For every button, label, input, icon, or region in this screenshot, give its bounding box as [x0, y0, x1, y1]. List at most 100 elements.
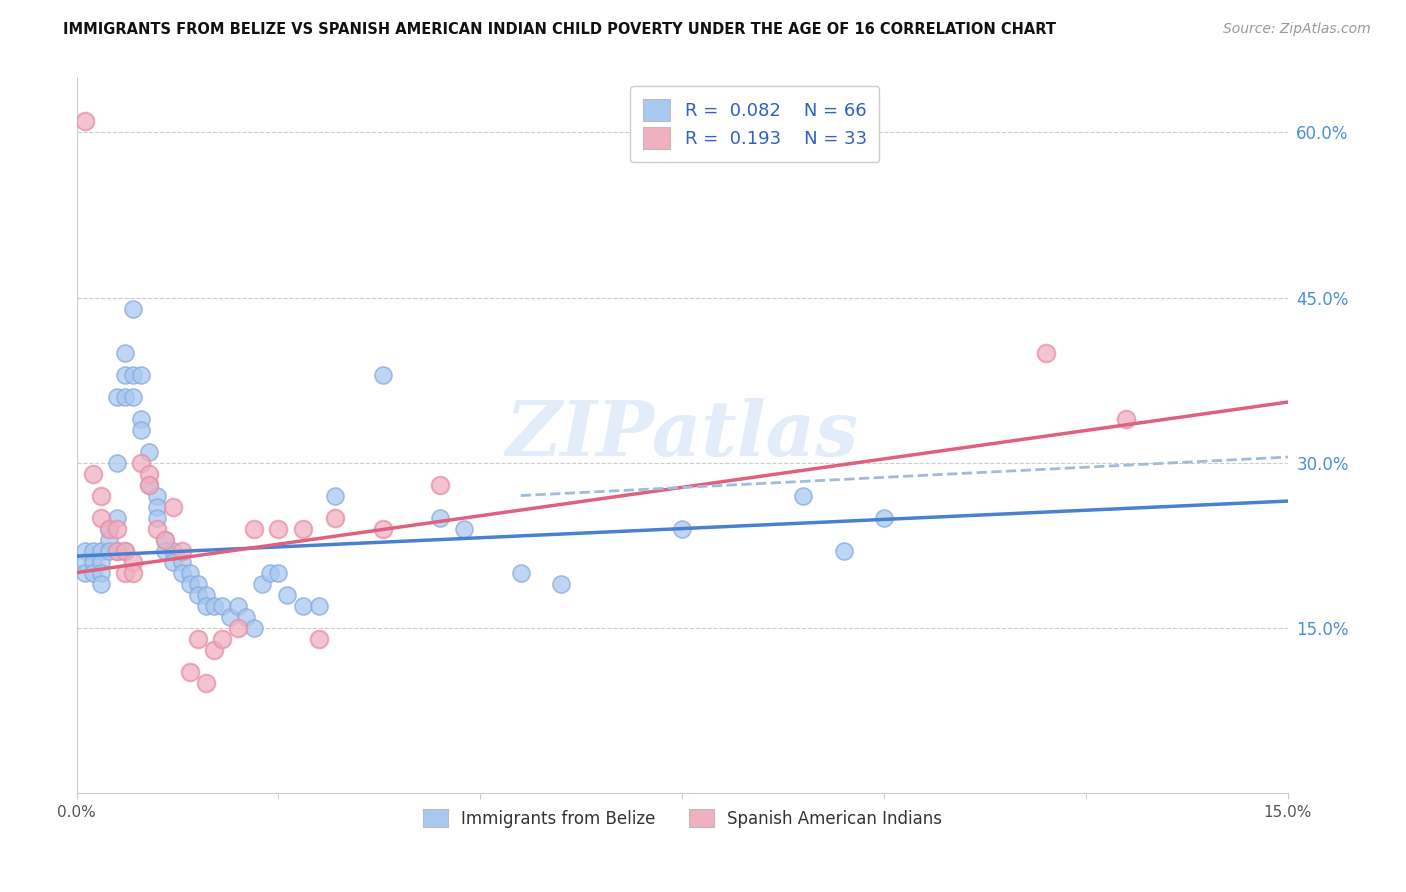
- Point: [129, 456, 152, 470]
- Point: [267, 522, 290, 536]
- Point: [90, 576, 112, 591]
- Point: [138, 444, 160, 458]
- Point: [105, 543, 128, 558]
- Point: [170, 566, 193, 580]
- Point: [170, 555, 193, 569]
- Point: [187, 588, 209, 602]
- Point: [226, 599, 249, 613]
- Point: [179, 576, 201, 591]
- Point: [211, 632, 233, 646]
- Legend: Immigrants from Belize, Spanish American Indians: Immigrants from Belize, Spanish American…: [416, 803, 949, 834]
- Point: [82, 467, 104, 481]
- Point: [105, 522, 128, 536]
- Point: [155, 533, 177, 547]
- Point: [90, 555, 112, 569]
- Point: [146, 522, 169, 536]
- Point: [122, 301, 145, 316]
- Point: [162, 555, 184, 569]
- Point: [373, 522, 395, 536]
- Point: [226, 621, 249, 635]
- Point: [291, 522, 314, 536]
- Point: [202, 642, 225, 657]
- Point: [122, 555, 145, 569]
- Point: [550, 576, 572, 591]
- Point: [122, 368, 145, 382]
- Point: [138, 477, 160, 491]
- Point: [114, 543, 136, 558]
- Point: [138, 467, 160, 481]
- Point: [373, 368, 395, 382]
- Point: [194, 675, 217, 690]
- Point: [308, 632, 330, 646]
- Point: [873, 510, 896, 524]
- Point: [82, 543, 104, 558]
- Point: [97, 522, 120, 536]
- Point: [114, 368, 136, 382]
- Point: [105, 510, 128, 524]
- Point: [146, 510, 169, 524]
- Point: [129, 411, 152, 425]
- Point: [114, 390, 136, 404]
- Point: [73, 566, 96, 580]
- Point: [243, 621, 266, 635]
- Point: [252, 576, 274, 591]
- Point: [97, 543, 120, 558]
- Point: [105, 390, 128, 404]
- Point: [129, 368, 152, 382]
- Point: [170, 543, 193, 558]
- Text: ZIPatlas: ZIPatlas: [506, 398, 859, 472]
- Point: [155, 533, 177, 547]
- Point: [73, 114, 96, 128]
- Point: [129, 423, 152, 437]
- Point: [267, 566, 290, 580]
- Point: [90, 489, 112, 503]
- Point: [90, 566, 112, 580]
- Point: [90, 510, 112, 524]
- Point: [235, 609, 257, 624]
- Point: [453, 522, 475, 536]
- Point: [97, 533, 120, 547]
- Point: [162, 543, 184, 558]
- Point: [90, 543, 112, 558]
- Point: [219, 609, 242, 624]
- Point: [114, 543, 136, 558]
- Point: [832, 543, 855, 558]
- Point: [105, 543, 128, 558]
- Point: [308, 599, 330, 613]
- Point: [146, 500, 169, 514]
- Point: [671, 522, 693, 536]
- Point: [138, 477, 160, 491]
- Point: [114, 566, 136, 580]
- Point: [73, 543, 96, 558]
- Point: [323, 510, 346, 524]
- Point: [211, 599, 233, 613]
- Point: [179, 566, 201, 580]
- Point: [323, 489, 346, 503]
- Point: [122, 566, 145, 580]
- Point: [202, 599, 225, 613]
- Point: [122, 390, 145, 404]
- Point: [194, 599, 217, 613]
- Point: [187, 632, 209, 646]
- Point: [82, 555, 104, 569]
- Point: [291, 599, 314, 613]
- Point: [243, 522, 266, 536]
- Point: [429, 477, 451, 491]
- Point: [114, 345, 136, 359]
- Point: [179, 665, 201, 679]
- Point: [792, 489, 814, 503]
- Point: [97, 522, 120, 536]
- Point: [259, 566, 281, 580]
- Point: [1035, 345, 1057, 359]
- Point: [105, 456, 128, 470]
- Point: [155, 543, 177, 558]
- Text: IMMIGRANTS FROM BELIZE VS SPANISH AMERICAN INDIAN CHILD POVERTY UNDER THE AGE OF: IMMIGRANTS FROM BELIZE VS SPANISH AMERIC…: [63, 22, 1056, 37]
- Point: [429, 510, 451, 524]
- Point: [162, 500, 184, 514]
- Point: [187, 576, 209, 591]
- Point: [276, 588, 298, 602]
- Point: [82, 566, 104, 580]
- Point: [509, 566, 531, 580]
- Point: [73, 555, 96, 569]
- Point: [146, 489, 169, 503]
